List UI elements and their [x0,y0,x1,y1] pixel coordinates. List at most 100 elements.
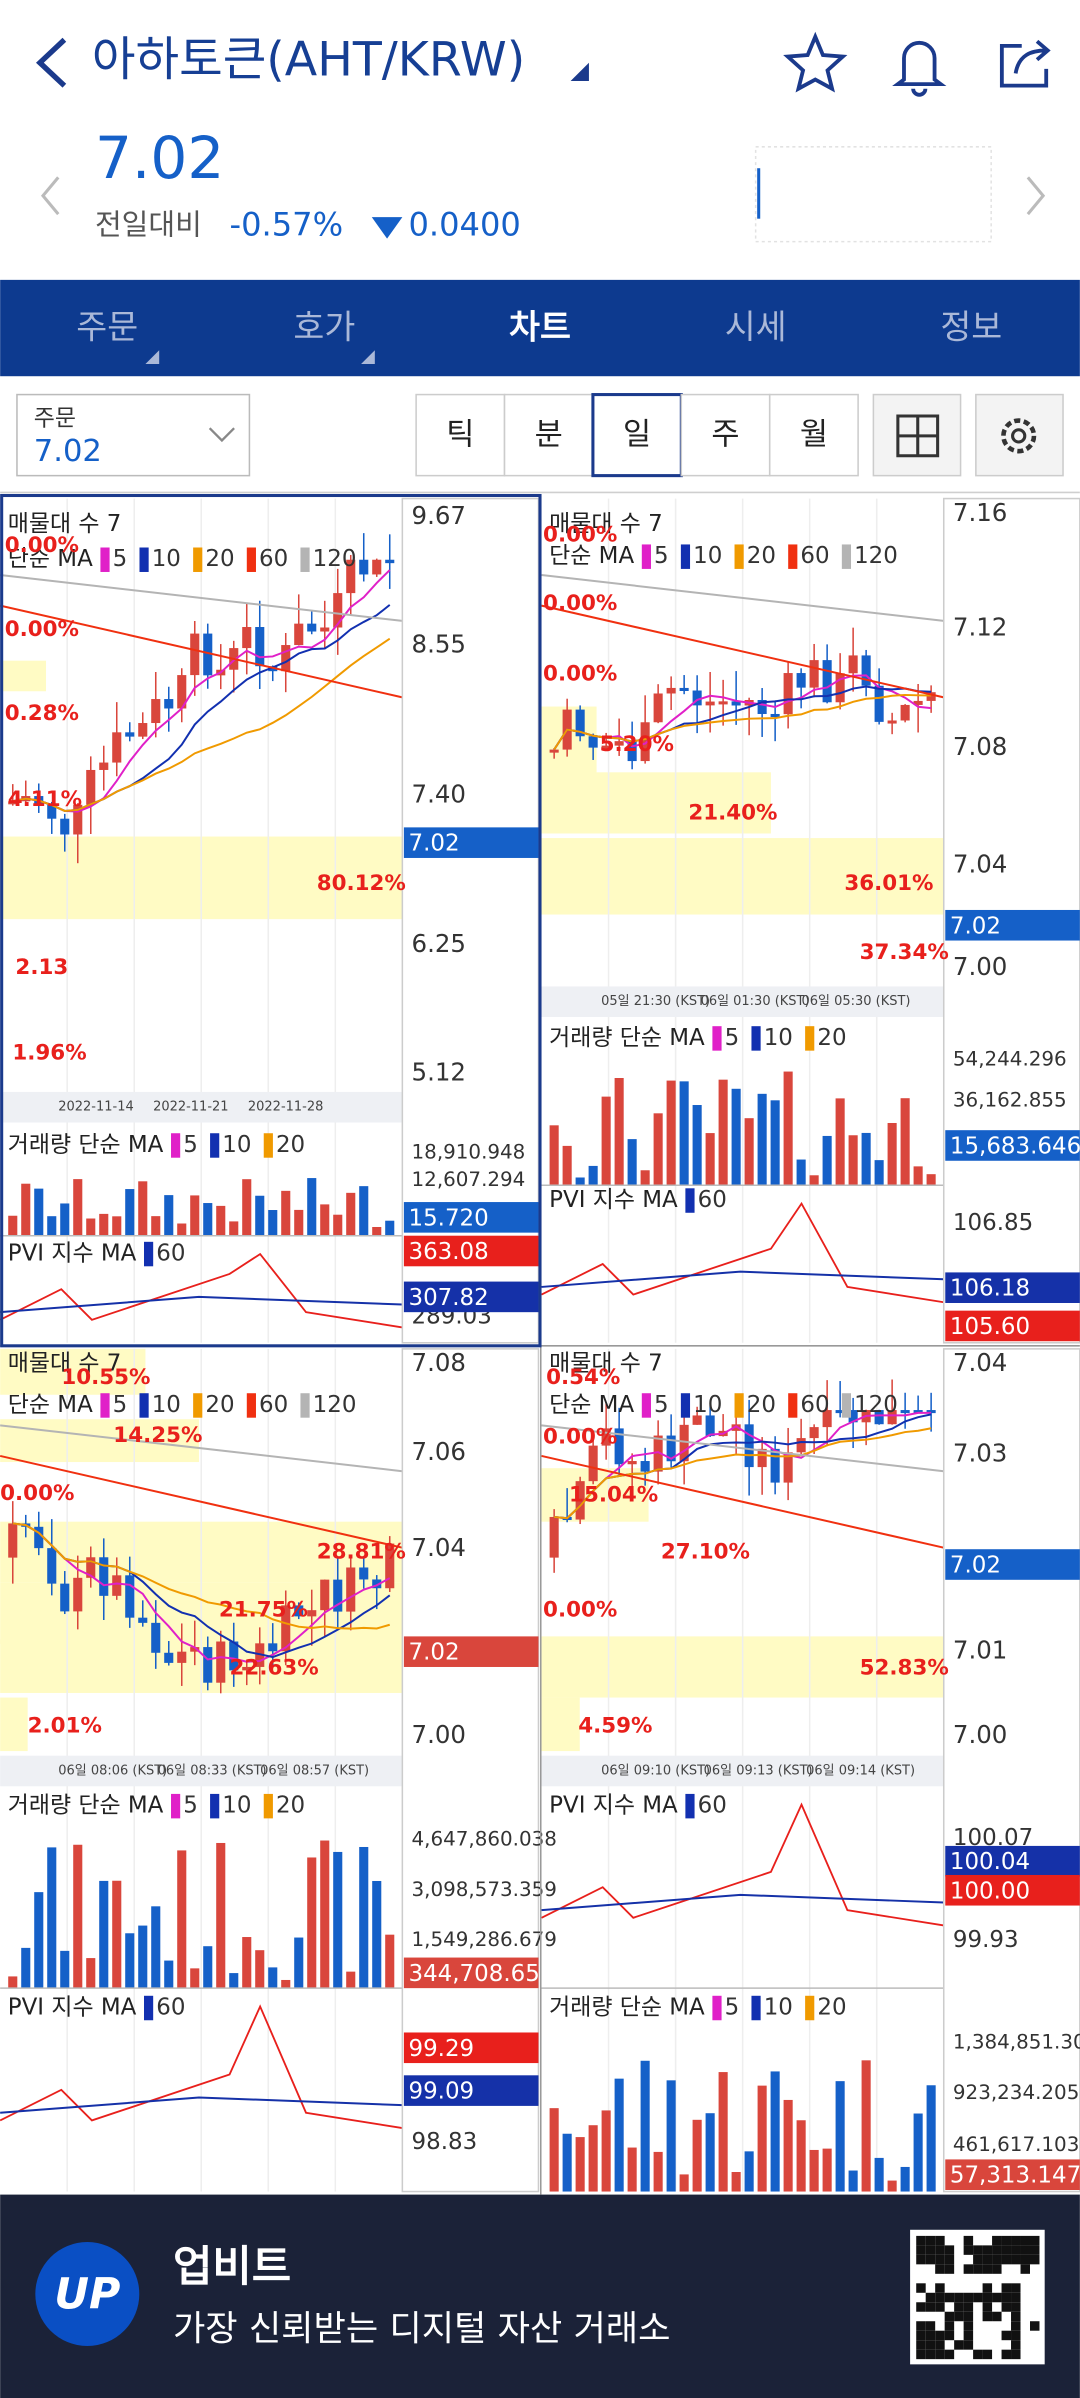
profile-level: 27.10% [661,1539,750,1564]
profile-level: 36.01% [844,871,933,896]
profile-level: 0.00% [543,1597,617,1622]
qr-cell [944,2264,955,2274]
volume-bar [835,2081,845,2192]
prev-coin[interactable] [40,176,60,216]
candle-body [666,1435,676,1462]
title-dropdown[interactable] [570,62,589,82]
ma-swatch [300,547,310,572]
mini-chart [754,146,992,243]
qr-cell [1001,2302,1012,2312]
interval-button[interactable] [591,393,683,478]
next-coin[interactable] [1026,176,1046,216]
qr-cell [1011,2311,1021,2322]
volume-axis-label: 1,384,851.308 [953,2031,1080,2054]
volume-bar [562,2133,572,2192]
banner[interactable] [0,2194,1080,2398]
selected-panel [0,493,542,1348]
volume-bar [242,1937,252,1989]
qr-cell [963,2235,974,2246]
ma-swatch [805,1026,815,1051]
settings-hub [1011,428,1027,444]
qr-cell [925,2254,936,2265]
qr-cell [954,2292,964,2303]
date-label: 2022-11-14 [58,1100,133,1115]
qr-cell [944,2330,955,2341]
interval-button[interactable] [768,393,859,477]
ma-period: 120 [313,546,357,572]
qr-cell [1011,2321,1021,2331]
candle-body [294,1605,304,1617]
qr-cell [1020,2264,1030,2274]
tab[interactable]: 차트 [509,307,571,346]
candle-body [835,673,845,703]
ma-swatch [680,1393,691,1418]
qr-cell [982,2283,993,2293]
candle-body [861,655,871,686]
interval-label: 분 [535,417,563,452]
qr-cell [1020,2235,1030,2246]
pvi-current-label-box [945,1845,1080,1877]
volume-bar [281,1979,291,1989]
volume-bar [913,1166,923,1186]
candle-body [809,1427,819,1439]
volume-bar [216,1205,226,1236]
profile-level: 52.83% [860,1656,949,1681]
candle-body [770,713,780,718]
pvi-current-label-box [403,1235,539,1267]
interval-label: 일 [623,417,651,452]
volume-bar [138,1925,148,1989]
back-button[interactable] [35,37,67,88]
volume-bar [229,1973,239,1989]
volume-axis-label: 1,549,286.679 [412,1928,557,1951]
volume-bar [151,1906,161,1989]
qr-cell [963,2302,974,2312]
profile-level: 1.96% [12,1041,86,1066]
interval-button[interactable] [680,393,771,477]
settings-button[interactable] [975,393,1064,477]
price-axis-label: 7.04 [412,1533,466,1562]
alarm-icon[interactable] [892,40,947,97]
qr-cell [1011,2330,1021,2341]
qr-cell [925,2330,936,2341]
volume-bar [333,1214,343,1236]
candle-body [190,633,200,676]
tab[interactable]: 시세 [725,307,787,346]
candle-body [549,1516,559,1558]
qr-cell [916,2245,926,2255]
volume-bar [203,1203,213,1236]
volume-bar [112,1880,122,1989]
order-dropdown[interactable] [16,393,251,477]
tab[interactable]: 정보 [940,307,1002,346]
interval-button[interactable] [503,393,594,477]
date-label: 06일 08:57 (KST) [260,1763,369,1778]
candle-body [8,801,18,805]
volume-axis-label: 4,647,860.038 [412,1827,557,1850]
share-icon[interactable] [999,39,1051,88]
ma-line-long [541,574,944,622]
ma-period: 10 [693,543,722,569]
candle-body [359,1567,369,1580]
pvi-axis-label: 98.83 [412,2129,478,2155]
logo-text: UP [54,2270,120,2320]
pvi-period: 60 [156,1241,185,1267]
ma-title: 단순 MA [549,543,634,569]
volume-bar [151,1216,161,1236]
candle-body [385,1543,395,1589]
price-axis-label: 7.00 [412,1720,466,1749]
candle-body [346,1567,356,1612]
qr-cell [944,2245,955,2255]
volume-current-label-box [945,2159,1080,2191]
candle-body [653,1435,663,1472]
tab[interactable]: 주문 [76,307,138,346]
tab[interactable]: 호가 [293,307,355,346]
candle-body [731,1424,741,1431]
qr-cell [963,2321,974,2331]
favorite-icon[interactable] [783,31,848,93]
qr-cell [944,2349,955,2360]
qr-cell [935,2245,945,2255]
candle-body [86,1557,96,1578]
qr-cell [944,2311,955,2322]
qr-cell [954,2311,964,2322]
ma-line [12,569,391,813]
